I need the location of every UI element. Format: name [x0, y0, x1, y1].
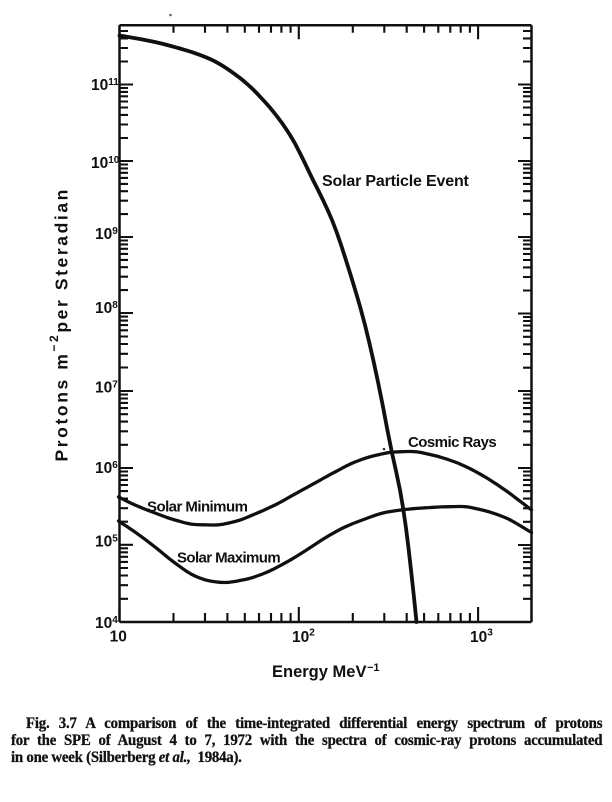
svg-text:1011: 1011 — [91, 77, 119, 94]
svg-text:1010: 1010 — [91, 155, 120, 172]
svg-text:102: 102 — [292, 628, 315, 647]
svg-text:103: 103 — [470, 628, 493, 647]
svg-text:Cosmic Rays: Cosmic Rays — [408, 434, 496, 451]
svg-text:109: 109 — [95, 226, 118, 243]
svg-text:107: 107 — [95, 379, 118, 396]
svg-text:−1: −1 — [367, 662, 380, 674]
svg-text:105: 105 — [95, 533, 118, 550]
svg-text:Protons m−2per Steradian: Protons m−2per Steradian — [47, 187, 72, 461]
svg-text:Solar Maximum: Solar Maximum — [177, 550, 280, 567]
svg-text:Solar Minimum: Solar Minimum — [147, 499, 248, 516]
svg-text:Solar Particle Event: Solar Particle Event — [322, 173, 470, 190]
svg-text:Energy MeV: Energy MeV — [272, 663, 366, 681]
svg-text:106: 106 — [95, 460, 118, 477]
svg-text:108: 108 — [95, 300, 118, 317]
svg-text:10: 10 — [110, 629, 127, 646]
